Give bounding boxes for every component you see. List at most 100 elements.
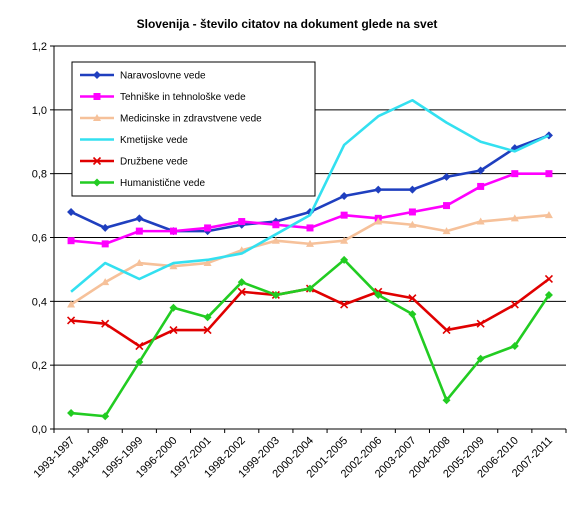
data-point [510, 342, 519, 351]
legend-label: Tehniške in tehnološke vede [120, 92, 246, 103]
data-point [135, 259, 144, 267]
data-point [101, 278, 110, 286]
data-point [93, 114, 101, 121]
data-point [443, 202, 451, 210]
data-point [271, 236, 280, 244]
data-point [545, 170, 553, 178]
data-point [237, 278, 246, 287]
data-point [135, 227, 143, 235]
data-point-stroke [203, 325, 212, 335]
data-point [169, 303, 178, 312]
data-point [476, 166, 485, 175]
y-tick-label: 0,8 [32, 169, 47, 181]
legend-item: Kmetijske vede [80, 135, 188, 146]
series-humanisti-ne-vede [67, 255, 553, 421]
data-point [340, 192, 349, 201]
data-point [101, 412, 110, 421]
data-point [306, 239, 314, 247]
data-point-stroke [67, 316, 76, 325]
data-point [544, 211, 553, 219]
y-tick-label: 0,6 [32, 233, 47, 245]
data-point [340, 211, 348, 219]
data-point [510, 214, 519, 222]
data-point [408, 220, 417, 228]
data-point [237, 287, 246, 296]
legend-label: Kmetijske vede [120, 135, 188, 146]
data-point [67, 409, 76, 418]
data-point [169, 325, 178, 335]
data-point-stroke [476, 319, 485, 328]
legend-label: Naravoslovne vede [120, 71, 206, 82]
data-point [544, 290, 553, 299]
y-tick-label: 0,0 [32, 424, 47, 436]
data-point [101, 223, 110, 232]
data-point [442, 227, 451, 235]
data-point-stroke [340, 300, 349, 309]
data-point [408, 185, 417, 194]
y-tick-label: 1,0 [32, 105, 47, 117]
data-point [476, 217, 485, 225]
data-point [340, 255, 349, 264]
data-point [203, 259, 212, 267]
data-point-stroke [135, 341, 144, 351]
data-point [93, 93, 101, 100]
data-point [203, 313, 212, 322]
data-point-stroke [101, 319, 110, 328]
data-point [306, 224, 314, 232]
data-point [442, 325, 451, 335]
data-point [271, 290, 280, 299]
y-tick-labels: 0,0 0,2 0,4 0,6 0,8 1,0 1,2 [32, 41, 47, 436]
data-point [67, 300, 76, 308]
data-point [544, 274, 553, 284]
data-point [408, 310, 417, 319]
axes [50, 45, 567, 433]
data-point [67, 237, 75, 245]
data-point [238, 218, 246, 226]
data-point [442, 172, 451, 181]
chart-title: Slovenija - število citatov na dokument … [137, 17, 438, 31]
y-tick-label: 1,2 [32, 41, 47, 53]
data-point-stroke [510, 300, 519, 309]
data-point-stroke [408, 294, 417, 303]
legend-item: Naravoslovne vede [80, 71, 206, 82]
series-lines [67, 98, 553, 421]
legend-box [71, 61, 316, 197]
data-point [374, 290, 383, 299]
data-point [374, 185, 383, 194]
legend-label: Humanistične vede [120, 178, 205, 189]
series-kmetijske-vede [70, 98, 550, 293]
data-point [442, 396, 451, 405]
legend-item: Medicinske in zdravstvene vede [80, 114, 262, 125]
data-point [135, 357, 144, 366]
data-point [92, 156, 102, 166]
data-point [374, 217, 383, 225]
legend: Naravoslovne vede Tehniške in tehnološke … [71, 61, 316, 197]
data-point [101, 240, 109, 248]
data-point [67, 316, 76, 325]
data-point [408, 208, 416, 216]
data-point [93, 71, 101, 79]
legend-label: Medicinske in zdravstvene vede [120, 114, 262, 125]
data-point [476, 354, 485, 363]
legend-item: Humanistične vede [80, 178, 205, 189]
data-point [93, 178, 101, 187]
data-point [67, 207, 76, 216]
data-point [511, 170, 519, 178]
data-point [169, 227, 177, 235]
data-point-stroke [169, 325, 178, 335]
data-point-stroke [237, 287, 246, 296]
data-point [340, 236, 349, 244]
data-point [510, 300, 519, 309]
y-tick-label: 0,2 [32, 360, 47, 372]
x-tick-labels: 1993-19971994-19981995-19991996-20001997… [32, 435, 556, 481]
data-point [306, 284, 314, 293]
data-point [477, 182, 485, 190]
data-point-stroke [544, 274, 553, 284]
data-point [340, 300, 349, 309]
y-tick-label: 0,4 [32, 296, 47, 308]
series-line [70, 258, 551, 418]
data-point [272, 221, 280, 229]
legend-item: Družbene vede [80, 157, 188, 168]
